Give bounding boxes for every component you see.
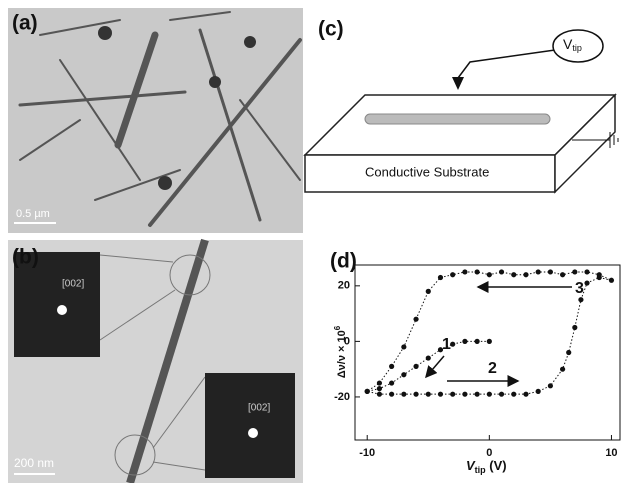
scale-bar: 200 nm (14, 456, 54, 470)
data-point (536, 389, 541, 394)
data-point (438, 347, 443, 352)
panel-label: (c) (318, 18, 344, 41)
data-point (389, 380, 394, 385)
annotation: 2 (488, 360, 497, 377)
data-point (548, 383, 553, 388)
panel-c: (c) Vtip Conductive Substrate (305, 18, 618, 192)
data-point (548, 269, 553, 274)
data-point (377, 392, 382, 397)
data-point (450, 272, 455, 277)
data-point (523, 392, 528, 397)
panel-label: (d) (330, 250, 357, 273)
data-point (560, 272, 565, 277)
data-point (426, 392, 431, 397)
data-point (536, 269, 541, 274)
substrate-label: Conductive Substrate (365, 164, 489, 179)
data-point (462, 339, 467, 344)
figure: (a) 0.5 µm [002] [002] (b) 200 nm (c) Vt… (0, 0, 637, 483)
data-point (499, 269, 504, 274)
data-point (609, 278, 614, 283)
data-point (377, 386, 382, 391)
data-point (487, 392, 492, 397)
panel-label: (a) (12, 12, 38, 35)
data-point (401, 372, 406, 377)
panel-b: [002] [002] (b) 200 nm (8, 240, 303, 483)
x-tick-label: -10 (359, 447, 375, 459)
y-tick-label: 20 (338, 280, 350, 292)
panel-a: (a) 0.5 µm (8, 8, 303, 233)
panel-d: (d) Δν/ν × 106 Vtip (V) 3 1 2 -10 0 10 -20 0… (330, 250, 620, 476)
annotation: 3 (575, 280, 584, 297)
data-point (426, 289, 431, 294)
data-point (426, 355, 431, 360)
data-point (578, 297, 583, 302)
data-point (450, 392, 455, 397)
data-point (475, 269, 480, 274)
data-point (487, 272, 492, 277)
annotation: 1 (442, 336, 451, 353)
data-point (438, 275, 443, 280)
data-point (401, 392, 406, 397)
data-point (401, 344, 406, 349)
data-point (438, 392, 443, 397)
data-point (560, 367, 565, 372)
data-point (413, 317, 418, 322)
data-point (462, 269, 467, 274)
y-axis-label: Δν/ν × 106 (333, 325, 348, 378)
y-tick-label: -20 (334, 391, 350, 403)
y-tick-label: 0 (344, 335, 350, 347)
data-point (584, 280, 589, 285)
data-point (462, 392, 467, 397)
data-point (475, 392, 480, 397)
data-point (584, 269, 589, 274)
data-point (475, 339, 480, 344)
data-point (511, 392, 516, 397)
data-point (389, 392, 394, 397)
x-tick-label: 10 (605, 447, 617, 459)
data-point (511, 272, 516, 277)
x-axis-label: Vtip (V) (466, 458, 507, 475)
data-point (499, 392, 504, 397)
panel-label: (b) (12, 246, 39, 269)
data-point (450, 342, 455, 347)
scale-bar: 0.5 µm (16, 208, 50, 220)
data-point (413, 364, 418, 369)
data-point (572, 325, 577, 330)
data-point (365, 389, 370, 394)
data-point (572, 269, 577, 274)
data-point (377, 380, 382, 385)
data-point (413, 392, 418, 397)
data-point (597, 272, 602, 277)
data-point (487, 339, 492, 344)
data-point (566, 350, 571, 355)
inset-label: [002] (62, 279, 84, 290)
inset-label: [002] (248, 403, 270, 414)
data-point (389, 364, 394, 369)
data-point (523, 272, 528, 277)
x-tick-label: 0 (486, 447, 492, 459)
